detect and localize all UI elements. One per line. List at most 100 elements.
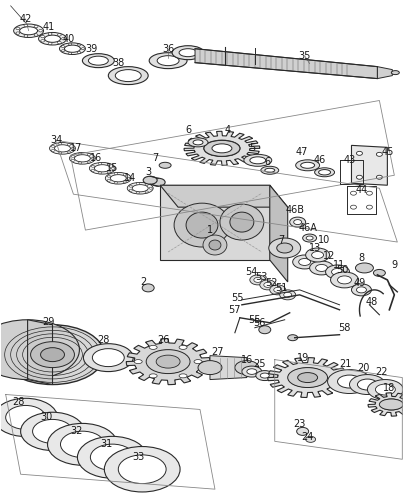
Ellipse shape bbox=[69, 43, 72, 45]
Ellipse shape bbox=[356, 263, 373, 273]
Ellipse shape bbox=[367, 380, 403, 400]
Ellipse shape bbox=[67, 144, 71, 146]
Text: 55: 55 bbox=[248, 315, 261, 325]
Text: 24: 24 bbox=[301, 432, 314, 442]
Text: 3: 3 bbox=[145, 168, 151, 177]
Ellipse shape bbox=[24, 35, 28, 37]
Ellipse shape bbox=[261, 166, 279, 174]
Ellipse shape bbox=[41, 40, 44, 42]
Polygon shape bbox=[160, 185, 288, 207]
Ellipse shape bbox=[89, 162, 115, 174]
Text: 57: 57 bbox=[229, 305, 241, 315]
Ellipse shape bbox=[78, 152, 82, 154]
Ellipse shape bbox=[57, 42, 61, 44]
Polygon shape bbox=[210, 356, 247, 380]
Ellipse shape bbox=[111, 168, 114, 170]
Ellipse shape bbox=[81, 48, 84, 50]
Text: 43: 43 bbox=[343, 156, 356, 166]
Ellipse shape bbox=[351, 205, 356, 209]
Ellipse shape bbox=[306, 436, 316, 442]
Text: 16: 16 bbox=[241, 354, 253, 364]
Text: 25: 25 bbox=[254, 358, 266, 368]
Ellipse shape bbox=[114, 182, 118, 184]
Polygon shape bbox=[27, 320, 53, 384]
Ellipse shape bbox=[373, 270, 385, 276]
Text: 8: 8 bbox=[358, 253, 364, 263]
Ellipse shape bbox=[72, 156, 75, 158]
Ellipse shape bbox=[16, 27, 20, 30]
Ellipse shape bbox=[24, 24, 28, 26]
Ellipse shape bbox=[78, 52, 80, 54]
Polygon shape bbox=[270, 185, 288, 282]
Text: 53: 53 bbox=[256, 272, 268, 282]
Ellipse shape bbox=[284, 292, 292, 298]
Ellipse shape bbox=[356, 176, 362, 179]
Text: 16: 16 bbox=[90, 154, 103, 164]
Ellipse shape bbox=[250, 157, 266, 164]
Ellipse shape bbox=[193, 140, 203, 145]
Ellipse shape bbox=[204, 140, 240, 156]
Ellipse shape bbox=[209, 240, 221, 250]
Ellipse shape bbox=[104, 446, 180, 492]
Ellipse shape bbox=[61, 46, 65, 48]
Ellipse shape bbox=[145, 191, 148, 193]
Ellipse shape bbox=[381, 399, 402, 410]
Ellipse shape bbox=[366, 191, 372, 195]
Text: 7: 7 bbox=[152, 154, 158, 164]
Ellipse shape bbox=[107, 164, 110, 166]
Ellipse shape bbox=[299, 258, 311, 266]
Ellipse shape bbox=[21, 412, 84, 451]
Text: 2: 2 bbox=[140, 277, 146, 287]
Ellipse shape bbox=[349, 374, 385, 394]
Ellipse shape bbox=[95, 164, 110, 172]
Text: 14: 14 bbox=[124, 173, 137, 183]
Ellipse shape bbox=[328, 370, 371, 394]
Text: 50: 50 bbox=[336, 265, 349, 275]
Ellipse shape bbox=[288, 368, 327, 387]
Ellipse shape bbox=[149, 374, 157, 378]
Ellipse shape bbox=[332, 268, 343, 276]
Ellipse shape bbox=[44, 35, 61, 42]
Ellipse shape bbox=[108, 66, 148, 84]
Ellipse shape bbox=[186, 212, 218, 238]
Ellipse shape bbox=[105, 172, 131, 184]
Text: 44: 44 bbox=[356, 185, 368, 195]
Polygon shape bbox=[377, 66, 392, 78]
Ellipse shape bbox=[315, 168, 335, 177]
Text: 6: 6 bbox=[185, 126, 191, 136]
Ellipse shape bbox=[377, 152, 382, 156]
Ellipse shape bbox=[59, 43, 85, 54]
Ellipse shape bbox=[311, 252, 324, 258]
Text: 48: 48 bbox=[365, 297, 378, 307]
Text: 27: 27 bbox=[212, 346, 224, 356]
Ellipse shape bbox=[204, 140, 240, 156]
Text: 29: 29 bbox=[42, 317, 55, 327]
Text: 22: 22 bbox=[375, 366, 387, 376]
Ellipse shape bbox=[356, 152, 362, 156]
Ellipse shape bbox=[34, 34, 38, 36]
Ellipse shape bbox=[297, 428, 309, 436]
Ellipse shape bbox=[326, 265, 349, 279]
Ellipse shape bbox=[172, 46, 204, 60]
Ellipse shape bbox=[59, 143, 62, 145]
Polygon shape bbox=[126, 338, 210, 384]
Text: 19: 19 bbox=[297, 352, 309, 362]
Text: 4: 4 bbox=[225, 126, 231, 136]
Text: 9: 9 bbox=[391, 260, 398, 270]
Ellipse shape bbox=[174, 203, 230, 247]
Ellipse shape bbox=[0, 398, 57, 436]
Ellipse shape bbox=[179, 48, 197, 56]
Ellipse shape bbox=[91, 170, 95, 172]
Text: 5: 5 bbox=[249, 144, 255, 154]
Ellipse shape bbox=[69, 52, 72, 54]
Ellipse shape bbox=[247, 369, 257, 374]
Ellipse shape bbox=[358, 379, 377, 390]
Ellipse shape bbox=[274, 288, 282, 292]
Ellipse shape bbox=[198, 360, 222, 374]
Ellipse shape bbox=[48, 424, 117, 466]
Ellipse shape bbox=[14, 24, 44, 38]
Ellipse shape bbox=[114, 172, 118, 174]
Ellipse shape bbox=[292, 255, 317, 269]
Ellipse shape bbox=[149, 52, 187, 68]
Ellipse shape bbox=[151, 178, 165, 186]
